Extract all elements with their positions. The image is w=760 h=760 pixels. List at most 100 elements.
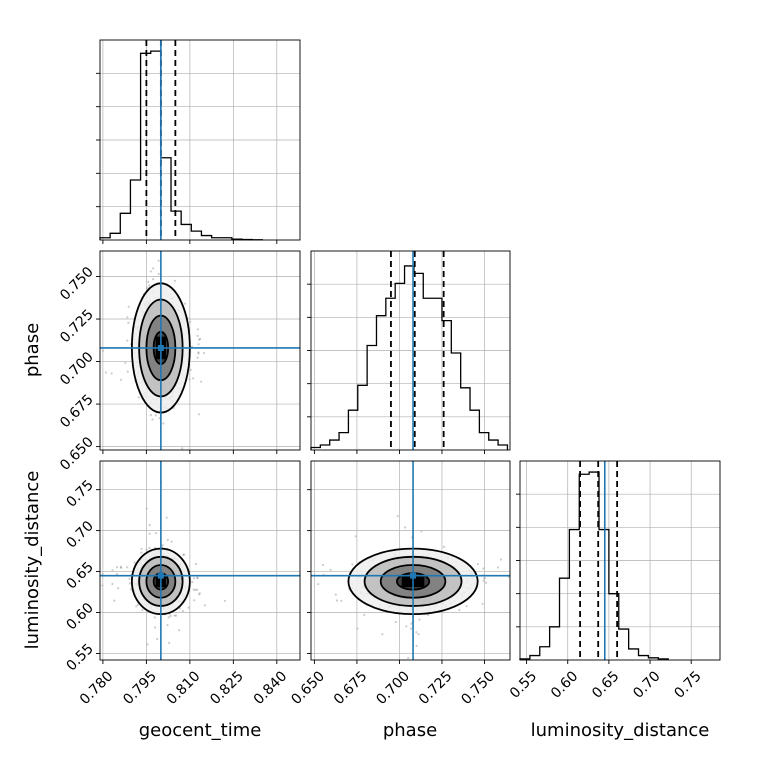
sample-point — [363, 613, 366, 617]
x-tick-label: 0.750 — [458, 668, 498, 708]
truth-marker — [410, 572, 417, 579]
sample-point — [169, 615, 172, 618]
sample-point — [140, 551, 143, 554]
sample-point — [167, 616, 170, 619]
x-tick-label: 0.825 — [207, 668, 247, 708]
sample-point — [126, 370, 129, 373]
axes-frame — [310, 250, 511, 451]
x-tick-label: 0.75 — [671, 668, 704, 701]
sample-point — [496, 566, 499, 569]
sample-point — [418, 618, 421, 621]
sample-point — [196, 356, 199, 359]
y-tick-label: 0.65 — [63, 559, 96, 592]
sample-point — [191, 580, 194, 584]
sample-point — [410, 627, 413, 630]
sample-point — [149, 414, 152, 417]
sample-point — [148, 546, 151, 550]
sample-point — [481, 602, 484, 605]
sample-point — [197, 413, 201, 416]
sample-point — [223, 599, 226, 602]
sample-point — [170, 540, 173, 543]
sample-point — [442, 545, 446, 548]
sample-point — [178, 629, 181, 632]
sample-point — [197, 352, 200, 355]
sample-point — [154, 626, 157, 629]
x-tick-label: 0.65 — [589, 668, 622, 701]
sample-point — [147, 280, 150, 283]
sample-point — [115, 573, 119, 576]
sample-point — [148, 284, 151, 287]
histogram-luminosity_distance — [519, 471, 669, 660]
sample-point — [193, 577, 196, 580]
sample-point — [166, 538, 169, 542]
sample-point — [482, 567, 485, 570]
sample-point — [189, 368, 192, 371]
sample-point — [192, 588, 195, 591]
sample-point — [174, 614, 178, 617]
sample-point — [405, 625, 408, 628]
sample-point — [192, 377, 195, 380]
sample-point — [157, 259, 160, 262]
sample-point — [458, 609, 461, 612]
sample-point — [476, 562, 479, 566]
x-tick-label: 0.840 — [251, 668, 291, 708]
sample-point — [136, 603, 139, 606]
sample-point — [396, 515, 399, 518]
sample-point — [152, 278, 155, 281]
sample-point — [407, 656, 410, 660]
sample-point — [394, 620, 397, 624]
y-tick-label: 0.60 — [63, 600, 96, 633]
x-tick-label: 0.795 — [120, 668, 160, 708]
sample-point — [111, 582, 114, 586]
sample-point — [154, 532, 158, 535]
sample-point — [146, 643, 149, 646]
sample-point — [126, 339, 129, 342]
sample-point — [181, 447, 184, 450]
sample-point — [115, 566, 119, 569]
sample-point — [203, 351, 206, 355]
sample-point — [197, 343, 200, 346]
sample-point — [351, 563, 354, 566]
y-tick-label: 0.725 — [57, 307, 97, 347]
sample-point — [137, 396, 140, 399]
sample-point — [110, 372, 113, 375]
sample-point — [197, 351, 200, 354]
sample-point — [117, 587, 120, 590]
sample-point — [126, 566, 129, 569]
sample-point — [157, 272, 160, 276]
sample-point — [127, 305, 130, 308]
x-tick-label: 0.60 — [548, 668, 581, 701]
sample-point — [152, 267, 155, 270]
sample-point — [196, 588, 199, 591]
x-axis-label-luminosity_distance: luminosity_distance — [531, 720, 710, 741]
sample-point — [417, 633, 420, 636]
x-axis-label-geocent_time: geocent_time — [139, 720, 262, 741]
sample-point — [168, 641, 171, 645]
sample-point — [200, 380, 203, 383]
sample-point — [340, 599, 343, 602]
sample-point — [129, 588, 132, 591]
sample-point — [148, 524, 151, 527]
sample-point — [196, 328, 199, 331]
axes-frame — [99, 39, 301, 241]
sample-point — [198, 338, 201, 341]
y-tick-label: 0.75 — [63, 477, 96, 510]
sample-point — [133, 561, 136, 564]
axes-frame — [310, 460, 511, 661]
sample-point — [119, 565, 122, 569]
sample-point — [182, 553, 185, 556]
sample-point — [162, 422, 165, 425]
truth-marker — [157, 344, 164, 351]
sample-point — [111, 569, 114, 572]
x-tick-label: 0.810 — [164, 668, 204, 708]
sample-point — [154, 414, 157, 417]
sample-point — [334, 593, 337, 596]
x-tick-label: 0.55 — [507, 668, 540, 701]
sample-point — [484, 581, 488, 584]
y-axis-label-luminosity_distance: luminosity_distance — [22, 471, 43, 650]
sample-point — [173, 614, 176, 617]
sample-point — [104, 371, 107, 374]
x-tick-label: 0.650 — [288, 668, 328, 708]
sample-point — [415, 644, 418, 648]
sample-point — [410, 622, 413, 625]
